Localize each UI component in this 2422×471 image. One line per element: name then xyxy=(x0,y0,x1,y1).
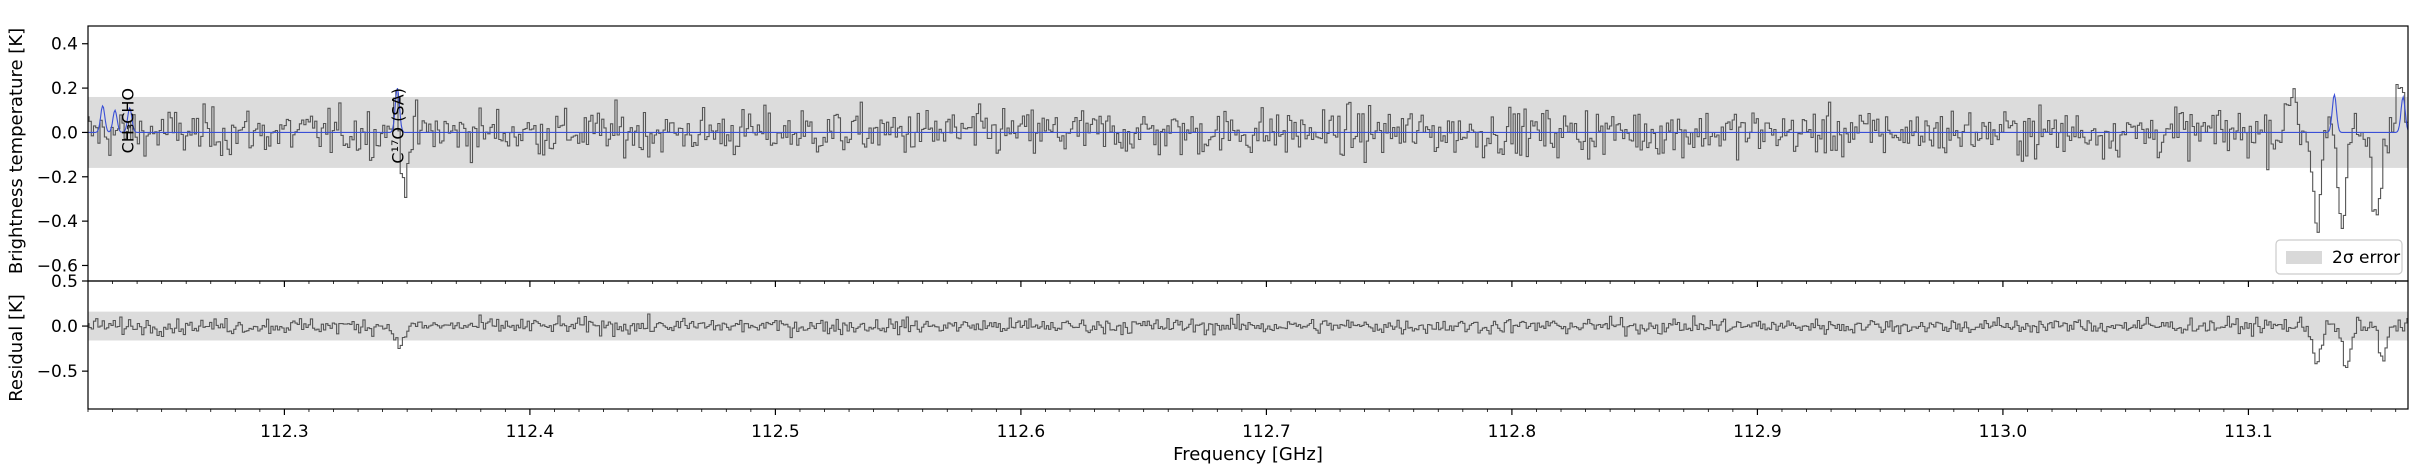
legend: 2σ error xyxy=(2275,239,2403,275)
legend-label: 2σ error xyxy=(2332,248,2400,268)
y-tick-label: −0.4 xyxy=(37,212,78,232)
y-tick-label: 0.0 xyxy=(51,123,78,143)
axes-frame xyxy=(87,280,2409,410)
y-tick-label: 0.0 xyxy=(51,317,78,337)
x-tick-label: 112.3 xyxy=(260,422,309,442)
x-tick-label: 112.8 xyxy=(1488,422,1537,442)
x-axis-label: Frequency [GHz] xyxy=(1173,444,1323,465)
observed-spectrum-line xyxy=(88,313,2408,369)
y-tick-label: 0.5 xyxy=(51,272,78,292)
model-spectrum-line xyxy=(88,88,2408,133)
x-tick-label: 113.0 xyxy=(1979,422,2028,442)
plot-area xyxy=(88,83,2408,233)
y-axis-label-residual: Residual [K] xyxy=(6,294,27,402)
x-tick-label: 112.5 xyxy=(751,422,800,442)
residual-panel: 0.5 0.0 −0.5 112.3 112.4 112.5 112.6 112.7 112.8… xyxy=(37,272,2409,442)
observed-spectrum-line xyxy=(88,83,2408,233)
main-panel: 0.4 0.2 0.0 −0.2 −0.4 −0.6 CH₃CHO C¹⁷O (SA) 2σ e… xyxy=(37,25,2409,287)
x-tick-label: 113.1 xyxy=(2224,422,2273,442)
legend-box xyxy=(2275,239,2403,275)
x-tick-label: 112.6 xyxy=(997,422,1046,442)
y-tick-label: −0.5 xyxy=(37,362,78,382)
y-axis-label-main: Brightness temperature [K] xyxy=(6,28,27,274)
x-tick-label: 112.4 xyxy=(506,422,555,442)
y-tick-label: 0.4 xyxy=(51,35,78,55)
y-tick-label: −0.2 xyxy=(37,168,78,188)
plot-area xyxy=(88,311,2408,369)
y-tick-label: 0.2 xyxy=(51,79,78,99)
y-tick-label: −0.6 xyxy=(37,256,78,276)
x-tick-label: 112.7 xyxy=(1242,422,1291,442)
legend-swatch xyxy=(2286,251,2322,264)
line-annotation: C¹⁷O (SA) xyxy=(388,88,407,164)
line-annotation: CH₃CHO xyxy=(118,88,137,153)
x-tick-label: 112.9 xyxy=(1733,422,1782,442)
